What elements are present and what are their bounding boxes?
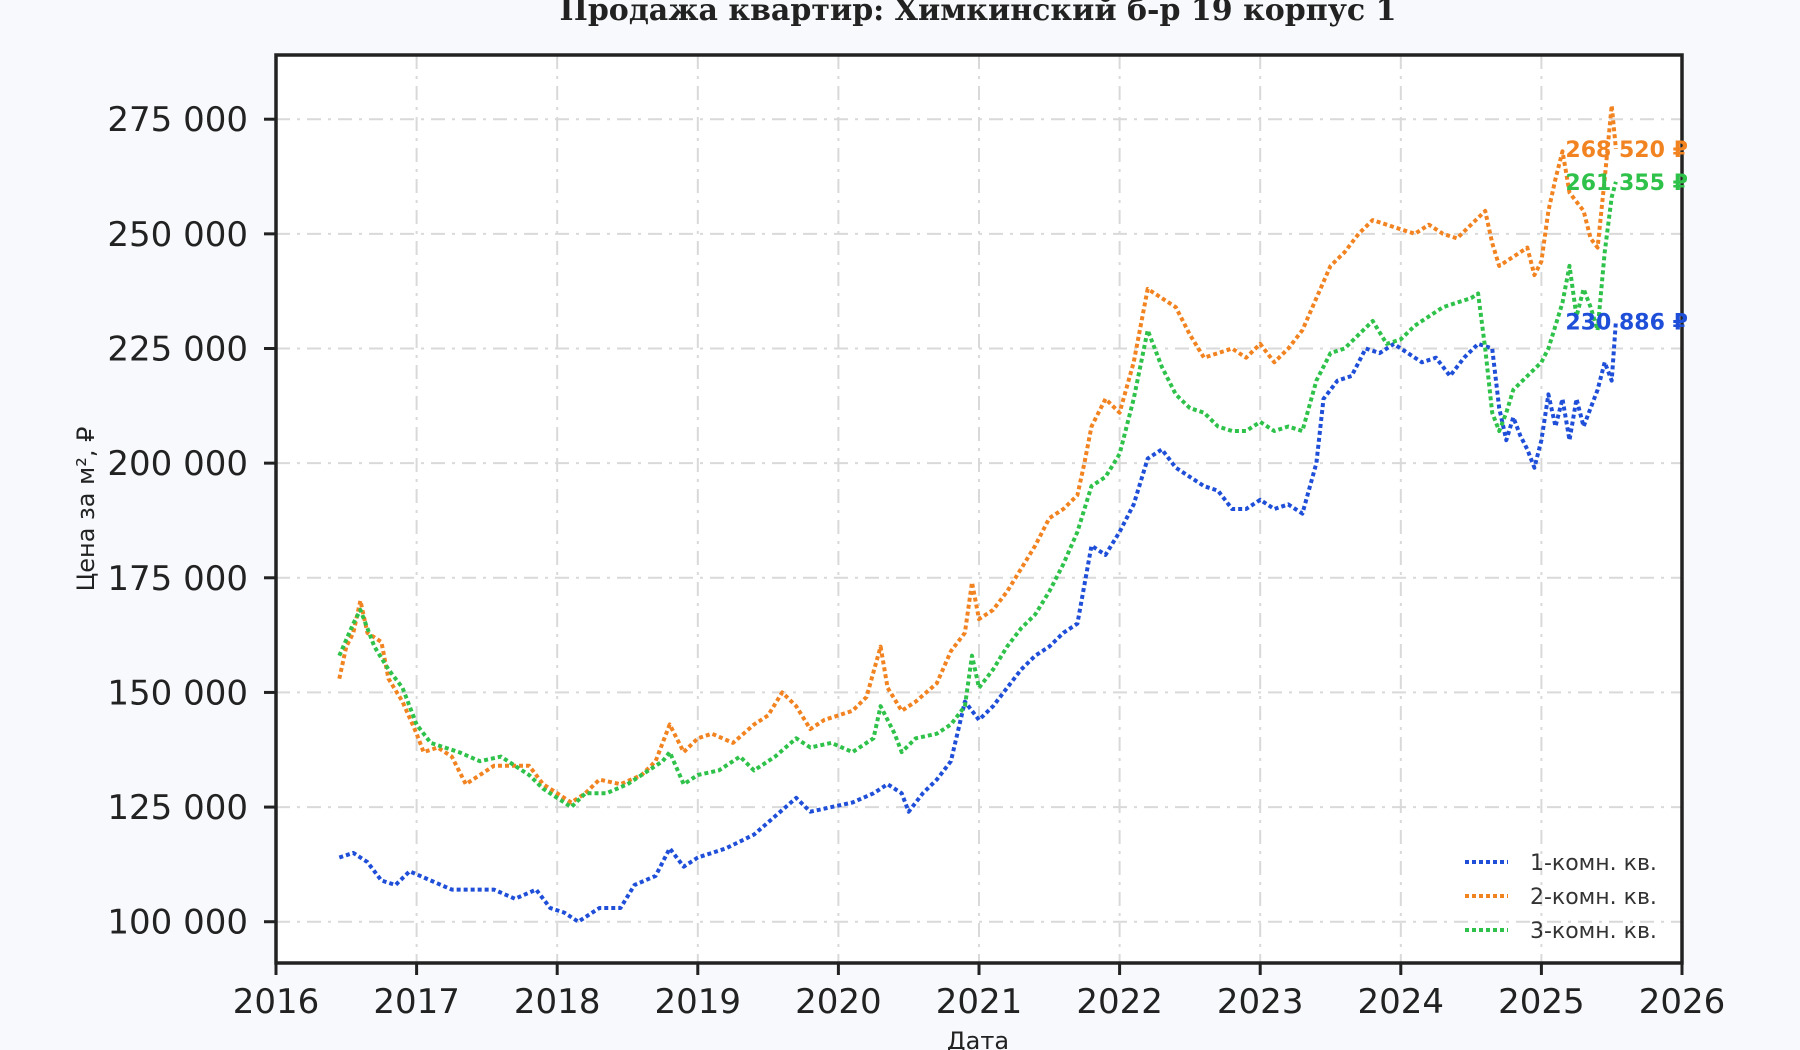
series-line-3	[337, 181, 1618, 810]
chart-title: Продажа квартир: Химкинский б-р 19 корпу…	[560, 0, 1397, 28]
x-tick-label: 2026	[1639, 982, 1726, 1022]
x-tick-label: 2021	[936, 982, 1023, 1022]
series-line-2	[337, 103, 1618, 805]
legend-label-1: 1-комн. кв.	[1530, 851, 1657, 876]
x-tick-label: 2025	[1498, 982, 1585, 1022]
y-tick-label: 175 000	[107, 559, 248, 599]
end-labels: 230 886 ₽ 268 520 ₽ 261 355 ₽	[1565, 138, 1687, 336]
y-tick-label: 225 000	[107, 329, 248, 369]
legend: 1-комн. кв. 2-комн. кв. 3-комн. кв.	[1465, 851, 1657, 944]
y-axis-title: Цена за м², ₽	[72, 427, 100, 592]
x-tick-label: 2016	[233, 982, 320, 1022]
x-tick-label: 2020	[795, 982, 882, 1022]
x-tick-label: 2023	[1217, 982, 1304, 1022]
x-tick-label: 2017	[373, 982, 460, 1022]
x-axis-title: Дата	[947, 1027, 1009, 1050]
series-line-1	[338, 321, 1618, 924]
legend-label-3: 3-комн. кв.	[1530, 919, 1657, 944]
series-end-label-2: 268 520 ₽	[1565, 138, 1687, 163]
x-tick-label: 2018	[514, 982, 601, 1022]
y-tick-label: 200 000	[107, 444, 248, 484]
legend-label-2: 2-комн. кв.	[1530, 885, 1657, 910]
y-tick-label: 125 000	[107, 788, 248, 828]
series-end-label-1: 230 886 ₽	[1565, 311, 1687, 336]
series-lines	[337, 103, 1618, 924]
x-tick-label: 2022	[1076, 982, 1163, 1022]
axis-ticks: 2016 2017 2018 2019 2020 2021 2022 2023 2024 2025…	[107, 100, 1725, 1022]
series-end-label-3: 261 355 ₽	[1565, 171, 1687, 196]
x-tick-label: 2024	[1358, 982, 1445, 1022]
y-tick-label: 275 000	[107, 100, 248, 140]
y-tick-label: 150 000	[107, 673, 248, 713]
y-tick-label: 100 000	[107, 903, 248, 943]
y-tick-label: 250 000	[107, 215, 248, 255]
x-tick-label: 2019	[655, 982, 742, 1022]
